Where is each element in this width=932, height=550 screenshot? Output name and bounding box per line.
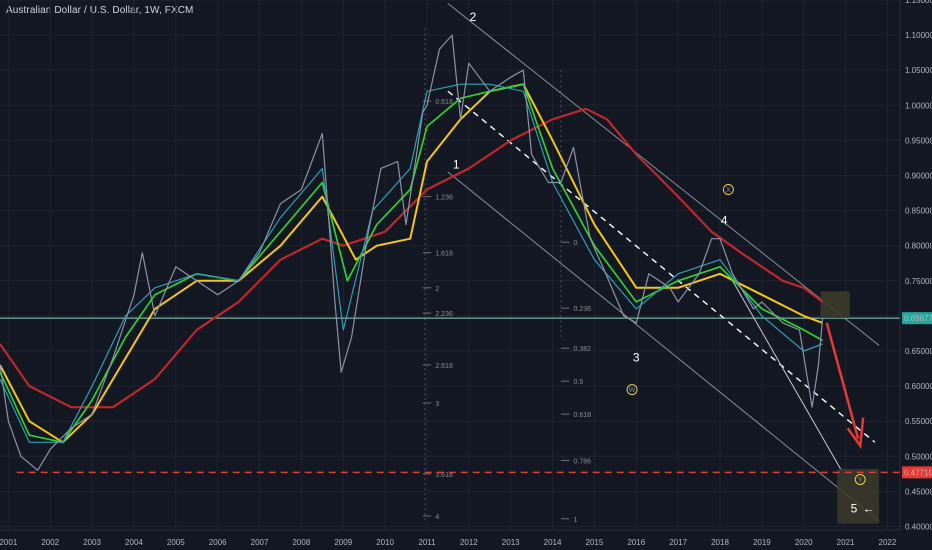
x-tick-label: 2010	[376, 538, 394, 547]
x-tick-label: 2013	[502, 538, 520, 547]
moving-averages	[0, 83, 824, 444]
x-tick-label: 2021	[837, 538, 855, 547]
y-tick-label: 0.60000	[905, 382, 932, 391]
target-arrow-shaft	[825, 322, 860, 440]
y-tick-label: 0.75000	[905, 277, 932, 286]
x-tick-label: 2008	[292, 538, 310, 547]
wave-label-3: 3	[633, 351, 640, 365]
x-tick-label: 2002	[41, 538, 59, 547]
target-arrow-head	[846, 417, 865, 450]
y-tick-label: 1.15000	[905, 0, 932, 5]
y-tick-label: 0.40000	[905, 522, 932, 531]
support-price-badge: 0.47710	[904, 468, 932, 477]
circle-label-W: W	[629, 387, 636, 394]
wave-5-projection-line	[732, 280, 842, 471]
y-tick-label: 0.85000	[905, 207, 932, 216]
wave-annotations: 1 2 3 4 5 ← X W Y	[453, 10, 875, 515]
y-tick-label: 1.05000	[905, 66, 932, 75]
ma-green-line	[0, 83, 824, 444]
circle-label-Y: Y	[858, 477, 863, 484]
wave-label-1: 1	[453, 157, 460, 171]
x-tick-label: 2018	[711, 538, 729, 547]
fib-left-label: 1.618	[435, 251, 453, 258]
x-tick-label: 2016	[627, 538, 645, 547]
fib-left-label: 2.236	[435, 311, 453, 318]
x-tick-label: 2006	[209, 538, 227, 547]
channel-lower-line	[447, 171, 880, 522]
x-tick-label: 2017	[669, 538, 687, 547]
fib-right-label: 0.618	[573, 412, 591, 419]
yellow-arrow-icon: ←	[863, 501, 875, 515]
y-tick-label: 1.00000	[905, 101, 932, 110]
fib-right-label: 0.5	[573, 379, 583, 386]
x-tick-label: 2007	[251, 538, 269, 547]
x-tick-label: 2022	[879, 538, 897, 547]
x-tick-label: 2014	[544, 538, 562, 547]
target-zone-box	[837, 468, 880, 524]
y-tick-label: 0.45000	[905, 487, 932, 496]
x-tick-label: 2012	[460, 538, 478, 547]
fib-left-label: 2.618	[435, 363, 453, 370]
x-tick-label: 2005	[167, 538, 185, 547]
trend-lines	[0, 3, 900, 524]
current-price-badge-bg	[902, 312, 932, 325]
fib-right-label: 0	[573, 240, 577, 247]
fib-left-label: 2	[435, 286, 439, 293]
ma-yellow-line	[0, 83, 823, 444]
fib-left-label: 0.618	[435, 99, 453, 106]
wave-label-4: 4	[721, 214, 728, 228]
y-tick-label: 1.10000	[905, 31, 932, 40]
ma-blue-line	[0, 83, 823, 443]
y-tick-label: 0.95000	[905, 136, 932, 145]
x-tick-label: 2001	[0, 538, 18, 547]
x-tick-label: 2020	[795, 538, 813, 547]
channel-median-line	[447, 90, 876, 443]
current-price-badge: 0.69677	[904, 314, 932, 323]
fib-right-label: 0.236	[573, 306, 591, 313]
fib-right-label: 0.786	[573, 459, 591, 466]
circle-marker-W	[626, 384, 638, 396]
fib-right-label: 1	[573, 517, 577, 524]
wave-label-2: 2	[470, 10, 477, 24]
channel-upper-line	[447, 3, 880, 346]
fib-left-label: 4	[435, 514, 439, 521]
price-line	[0, 34, 824, 471]
y-tick-label: 0.65000	[905, 347, 932, 356]
x-tick-label: 2003	[83, 538, 101, 547]
x-tick-label: 2015	[586, 538, 604, 547]
circle-label-X: X	[726, 187, 731, 194]
fib-left-label: 3.618	[435, 472, 453, 479]
fib-left-label: 3	[435, 401, 439, 408]
y-tick-label: 0.55000	[905, 417, 932, 426]
y-tick-label: 0.80000	[905, 242, 932, 251]
highlight-box	[820, 291, 850, 318]
fib-right-label: 0.382	[573, 346, 591, 353]
x-tick-label: 2019	[753, 538, 771, 547]
price-series	[0, 34, 824, 471]
x-tick-label: 2009	[334, 538, 352, 547]
x-tick-label: 2011	[418, 538, 436, 547]
wave-label-5: 5	[851, 501, 858, 515]
grid-layer	[0, 0, 900, 530]
chart-title: Australian Dollar / U.S. Dollar, 1W, FXC…	[6, 5, 194, 16]
support-price-badge-bg	[902, 466, 932, 479]
ma-red-line	[0, 107, 824, 409]
fibonacci-levels: 0.618 1.236 1.618 2 2.236 2.618 3 3.618 4 0 0.236 0…	[422, 28, 591, 524]
fib-left-label: 1.236	[435, 195, 453, 202]
y-tick-label: 0.50000	[905, 452, 932, 461]
y-tick-label: 0.90000	[905, 171, 932, 180]
circle-marker-Y	[854, 473, 866, 485]
x-tick-label: 2004	[125, 538, 143, 547]
circle-marker-X	[722, 184, 734, 196]
